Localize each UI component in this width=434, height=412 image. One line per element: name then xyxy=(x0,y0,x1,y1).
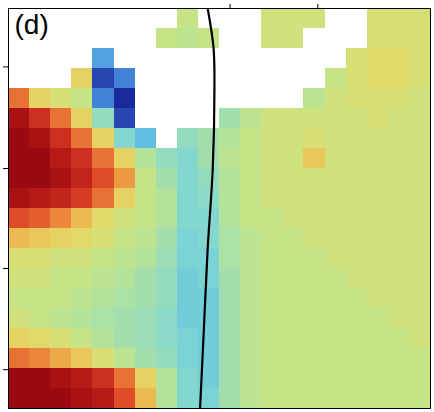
svg-text:(d): (d) xyxy=(15,9,49,40)
